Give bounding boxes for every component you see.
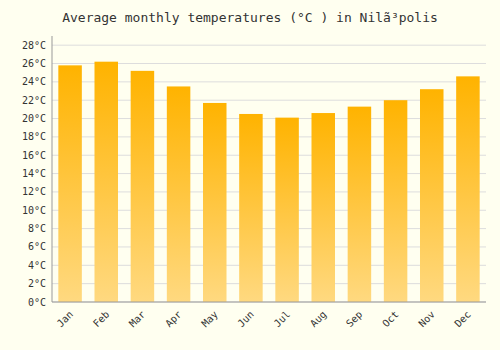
bar (311, 113, 335, 302)
x-tick-label: May (199, 309, 220, 330)
y-tick-label: 22°C (22, 95, 46, 106)
bar (94, 62, 118, 302)
bar (420, 89, 444, 302)
x-tick-label: Mar (127, 309, 148, 330)
y-tick-label: 16°C (22, 150, 46, 161)
x-tick-label: Dec (452, 309, 473, 330)
y-tick-label: 28°C (22, 40, 46, 51)
grid (52, 45, 486, 302)
bars (58, 62, 479, 302)
y-tick-label: 0°C (28, 297, 46, 308)
y-tick-label: 8°C (28, 223, 46, 234)
background (0, 0, 500, 350)
y-tick-label: 24°C (22, 76, 46, 87)
y-tick-label: 12°C (22, 186, 46, 197)
grid-line (52, 302, 486, 303)
y-tick-label: 26°C (22, 58, 46, 69)
y-ticks: 0°C 2°C 4°C 6°C 8°C 10°C 12°C 14°C 16°C 18°C 20°C 2… (22, 40, 46, 308)
x-tick-label: Jul (272, 309, 293, 330)
bar (203, 103, 227, 302)
chart: 0°C 2°C 4°C 6°C 8°C 10°C 12°C 14°C 16°C 18°C 20°C 2… (0, 0, 500, 350)
y-tick-label: 10°C (22, 205, 46, 216)
x-tick-label: Feb (91, 309, 112, 330)
x-tick-label: Oct (380, 309, 401, 330)
y-axis-line (52, 36, 53, 302)
bar (58, 65, 82, 302)
bar (384, 100, 408, 302)
bar (239, 114, 263, 302)
x-tick-label: Aug (308, 309, 329, 330)
x-ticks: Jan Feb Mar Apr May Jun Jul Aug Sep Oct Nov Dec (55, 309, 473, 330)
grid-line (52, 45, 486, 46)
x-axis-line (52, 302, 486, 303)
x-tick-label: Jan (55, 309, 76, 330)
y-tick-label: 14°C (22, 168, 46, 179)
bar (167, 86, 191, 302)
bar (131, 71, 155, 302)
x-tick-label: Apr (163, 309, 184, 330)
x-tick-label: Nov (416, 309, 437, 330)
y-tick-label: 18°C (22, 131, 46, 142)
bar (275, 118, 299, 302)
y-tick-label: 2°C (28, 278, 46, 289)
bar (348, 107, 372, 302)
bar (456, 76, 480, 302)
title: Average monthly temperatures (°C ) in Ni… (62, 10, 438, 25)
y-tick-label: 20°C (22, 113, 46, 124)
y-tick-label: 4°C (28, 260, 46, 271)
y-tick-label: 6°C (28, 241, 46, 252)
x-tick-label: Jun (235, 309, 256, 330)
x-tick-label: Sep (344, 309, 365, 330)
